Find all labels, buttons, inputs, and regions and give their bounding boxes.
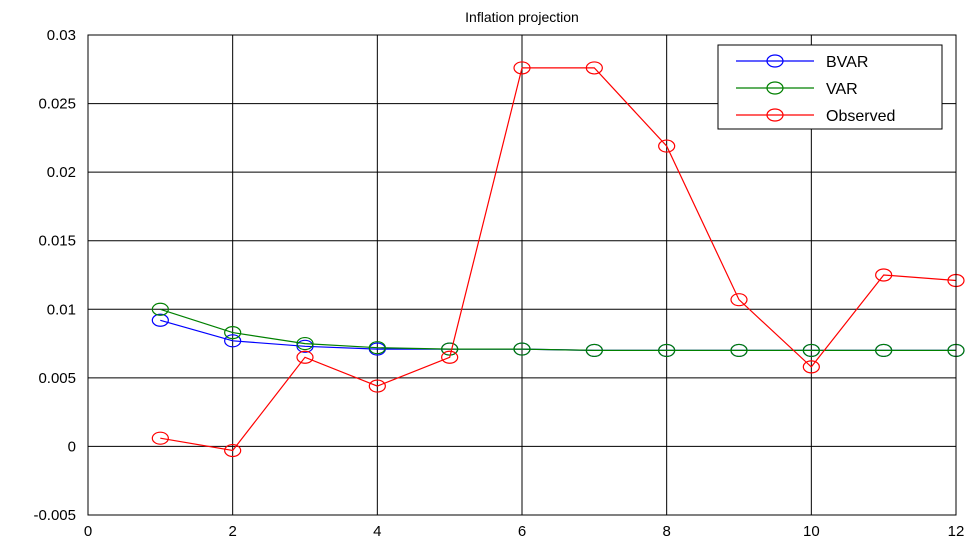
data-point-observed (151, 431, 169, 445)
y-tick-label: 0.02 (47, 164, 76, 181)
plot-area-frame (87, 34, 957, 516)
x-tick-label: 2 (228, 523, 236, 540)
data-point-observed (224, 443, 242, 458)
legend-marker-observed (766, 108, 784, 122)
x-tick-label: 8 (662, 523, 670, 540)
data-point-var (875, 343, 893, 358)
data-point-var (368, 341, 386, 355)
data-point-var (296, 336, 314, 351)
y-tick-label: 0.015 (38, 233, 76, 250)
data-point-var (513, 342, 531, 356)
y-tick-label: 0.005 (38, 370, 76, 387)
x-tick-label: 10 (803, 523, 820, 540)
y-tick-label: -0.005 (33, 507, 76, 524)
data-point-observed (441, 350, 459, 364)
series-layer (151, 61, 965, 458)
legend-entry-observed: Observed (736, 108, 895, 125)
series-observed (151, 61, 965, 458)
data-point-var (730, 343, 748, 358)
legend-entry-var: VAR (736, 81, 858, 98)
legend-marker-bvar (766, 54, 784, 68)
chart-title: Inflation projection (465, 9, 579, 25)
x-tick-label: 4 (373, 523, 381, 540)
data-point-bvar (151, 313, 169, 327)
series-line-observed (160, 67, 957, 452)
data-point-observed (296, 350, 314, 364)
y-tick-label: 0.03 (47, 27, 76, 44)
data-point-observed (513, 61, 531, 75)
legend-label-bvar: BVAR (826, 54, 868, 71)
y-tick-label: 0.025 (38, 96, 76, 113)
data-point-var (658, 343, 676, 358)
series-var (151, 302, 965, 358)
data-point-observed (730, 293, 748, 307)
data-point-bvar (296, 339, 314, 353)
legend-marker-var (766, 81, 784, 95)
x-tick-label: 0 (84, 523, 92, 540)
legend-label-var: VAR (826, 81, 858, 98)
data-point-observed (585, 61, 603, 75)
series-line-var (160, 308, 956, 351)
legend-entry-bvar: BVAR (736, 54, 868, 71)
data-point-bvar (224, 334, 242, 348)
data-point-observed (368, 379, 386, 393)
data-point-var (224, 326, 242, 340)
data-point-observed (802, 360, 820, 374)
legend-label-observed: Observed (826, 108, 895, 125)
y-tick-label: 0.01 (47, 301, 76, 318)
legend: BVAR VAR Observed (717, 44, 943, 130)
x-tick-label: 6 (518, 523, 526, 540)
data-point-observed (875, 268, 893, 282)
axis-tick-labels: 0 2 4 6 8 10 12 -0.005 0 0.005 0.01 0.015 0.02 0.025 0… (33, 27, 964, 540)
data-point-observed (658, 139, 676, 153)
y-tick-label: 0 (68, 438, 76, 455)
data-point-var (151, 302, 169, 316)
data-point-var (802, 343, 820, 358)
data-point-var (585, 343, 603, 358)
x-tick-label: 12 (948, 523, 965, 540)
